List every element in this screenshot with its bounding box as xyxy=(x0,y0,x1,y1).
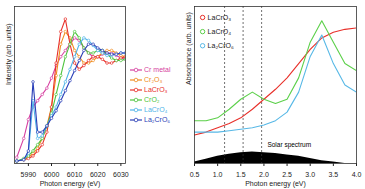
html-text:Cr₂O₃: Cr₂O₃ xyxy=(144,76,163,83)
svg-text:Absorbance (arb. units): Absorbance (arb. units) xyxy=(185,12,193,85)
html-text:CrO₂: CrO₂ xyxy=(144,96,160,103)
svg-text:Photon energy (eV): Photon energy (eV) xyxy=(40,180,101,188)
html-text:LaCrO₄: LaCrO₄ xyxy=(144,106,168,113)
svg-text:LaCrO₄: LaCrO₄ xyxy=(208,28,232,35)
svg-text:0.5: 0.5 xyxy=(190,171,200,178)
svg-text:6010: 6010 xyxy=(67,171,83,178)
html-text:La₂CrO₆: La₂CrO₆ xyxy=(144,116,171,123)
svg-text:Solar spectrum: Solar spectrum xyxy=(267,141,311,149)
svg-text:6030: 6030 xyxy=(113,171,129,178)
svg-text:2.5: 2.5 xyxy=(282,171,292,178)
svg-text:LaCrO₃: LaCrO₃ xyxy=(208,14,232,21)
svg-text:3.5: 3.5 xyxy=(328,171,338,178)
html-text:Cr metal: Cr metal xyxy=(144,66,171,73)
svg-text:Intensity (arb. units): Intensity (arb. units) xyxy=(5,24,13,85)
svg-text:1.0: 1.0 xyxy=(213,171,223,178)
svg-text:6020: 6020 xyxy=(90,171,106,178)
svg-text:2.0: 2.0 xyxy=(259,171,269,178)
svg-text:1.5: 1.5 xyxy=(236,171,246,178)
svg-text:4.0: 4.0 xyxy=(352,171,362,178)
svg-text:3.0: 3.0 xyxy=(305,171,315,178)
svg-text:Photon energy (eV): Photon energy (eV) xyxy=(245,180,306,188)
html-text:LaCrO₃: LaCrO₃ xyxy=(144,86,168,93)
svg-text:5990: 5990 xyxy=(21,171,37,178)
svg-text:La₂CrO₆: La₂CrO₆ xyxy=(208,42,234,49)
svg-text:6000: 6000 xyxy=(44,171,60,178)
